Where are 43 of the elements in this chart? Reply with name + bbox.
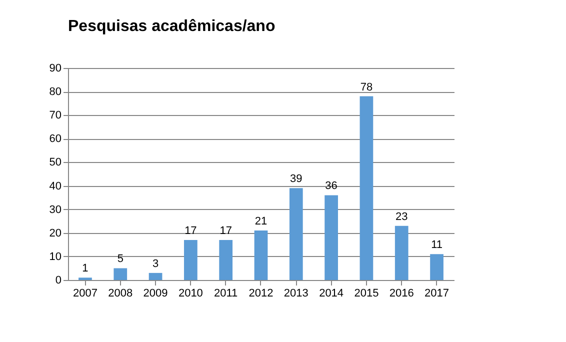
bar	[219, 240, 233, 280]
bar	[289, 188, 303, 280]
bar	[148, 272, 162, 280]
y-tick-label: 70	[49, 110, 62, 122]
bar	[254, 230, 268, 280]
data-label: 3	[152, 258, 159, 270]
chart-title: Pesquisas acadêmicas/ano	[68, 18, 276, 35]
data-label: 39	[290, 173, 302, 186]
bar	[360, 96, 374, 280]
bar	[114, 268, 128, 280]
y-tick-label: 60	[49, 133, 62, 146]
bar	[184, 240, 198, 280]
bar	[394, 226, 408, 280]
y-tick-label: 80	[49, 86, 62, 98]
data-label: 5	[117, 253, 124, 266]
x-tick-label: 2017	[424, 288, 450, 300]
data-label: 23	[395, 210, 408, 223]
y-tick-label: 50	[49, 156, 62, 169]
x-tick-label: 2012	[248, 288, 274, 300]
data-label: 21	[254, 216, 268, 228]
x-tick-label: 2013	[284, 288, 308, 300]
y-tick-label: 10	[49, 250, 62, 263]
y-tick-label: 30	[49, 204, 62, 216]
x-tick-label: 2008	[108, 288, 133, 300]
data-label: 1	[82, 262, 88, 275]
x-tick-label: 2016	[389, 288, 414, 300]
x-tick-label: 2014	[319, 288, 344, 300]
y-tick-label: 90	[49, 62, 62, 74]
x-tick-label: 2009	[143, 288, 168, 300]
data-label: 11	[431, 239, 442, 252]
data-label: 36	[325, 180, 338, 192]
y-tick-label: 20	[49, 227, 62, 240]
bar	[430, 254, 444, 280]
x-tick-label: 2011	[214, 288, 238, 300]
y-tick-label: 0	[55, 274, 62, 286]
x-tick-label: 2015	[354, 288, 379, 300]
data-label: 17	[220, 224, 232, 237]
y-tick-label: 40	[49, 180, 62, 192]
data-label: 78	[360, 81, 373, 94]
x-tick-label: 2010	[178, 288, 203, 300]
x-tick-label: 2007	[72, 288, 98, 300]
data-label: 17	[184, 224, 197, 237]
bar	[324, 195, 338, 280]
